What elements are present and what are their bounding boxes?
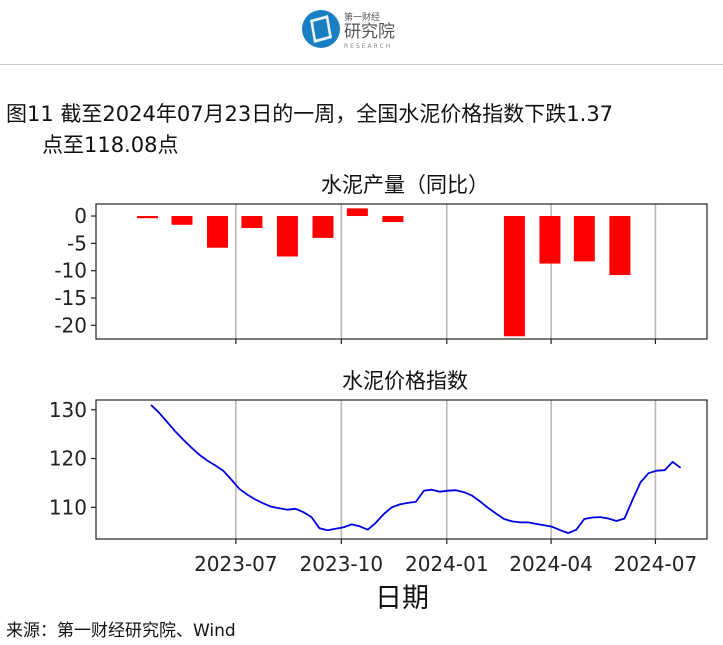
x-axis-title: 日期 (375, 583, 429, 614)
charts-figure: 水泥产量（同比） 0 -5 -10 -15 -20 水泥价格指数 日期 110 120 13… (49, 173, 708, 614)
output-y-tick-label: -5 (67, 231, 87, 255)
output-y-tick-label: -10 (54, 259, 87, 283)
output-bar (346, 208, 368, 217)
price-y-tick-label: 120 (49, 447, 87, 471)
output-y-tick-label: -15 (54, 286, 87, 310)
output-bar (609, 216, 631, 276)
price-plot-frame (95, 399, 708, 540)
figure-title-line-2: 点至118.08点 (42, 133, 179, 157)
x-tick-label: 2024-01 (405, 552, 489, 576)
cement-output-chart-title: 水泥产量（同比） (321, 173, 489, 197)
price-index-line (150, 404, 682, 534)
output-bar (503, 216, 525, 337)
output-bar (137, 216, 159, 219)
output-y-tick-label: -20 (54, 313, 87, 337)
output-bar (276, 216, 298, 257)
output-bar (171, 216, 193, 225)
output-bar (539, 216, 561, 264)
output-bar (382, 216, 404, 223)
price-y-tick-label: 130 (49, 398, 87, 422)
logo-graphic: 第一财经 研究院 RESEARCH (302, 10, 395, 50)
output-plot-frame (95, 203, 708, 340)
logo-book-inner (313, 18, 329, 40)
output-bar (573, 216, 595, 262)
output-bar (207, 216, 229, 248)
source-note: 来源：第一财经研究院、Wind (6, 621, 236, 641)
header-divider (0, 64, 723, 65)
logo-name: 第一财经 (344, 11, 380, 23)
cement-price-index-panel: 水泥价格指数 日期 110 120 130 2023-07 2023-10 2024-01… (49, 369, 708, 614)
output-bar (312, 216, 334, 238)
output-y-tick-label: 0 (74, 204, 87, 228)
research-institute-logo: 第一财经 研究院 RESEARCH (300, 6, 412, 52)
x-tick-label: 2023-10 (300, 552, 384, 576)
x-tick-label: 2024-04 (509, 552, 593, 576)
logo-text: 研究院 (344, 22, 395, 42)
x-tick-label: 2023-07 (194, 552, 278, 576)
cement-output-panel: 水泥产量（同比） 0 -5 -10 -15 -20 (54, 173, 708, 344)
price-y-tick-label: 110 (49, 495, 87, 519)
logo-subtext: RESEARCH (344, 43, 392, 50)
output-bar (241, 216, 263, 229)
figure-title-line-1: 图11 截至2024年07月23日的一周，全国水泥价格指数下跌1.37 (6, 102, 614, 126)
x-tick-label: 2024-07 (614, 552, 698, 576)
cement-price-chart-title: 水泥价格指数 (342, 369, 468, 393)
